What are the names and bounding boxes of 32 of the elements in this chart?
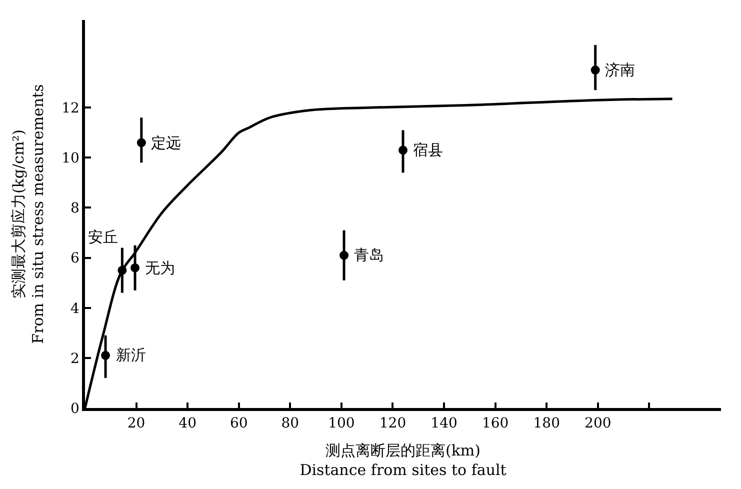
x-tick-label: 100	[328, 416, 355, 432]
y-tick-label: 8	[70, 200, 80, 217]
x-tick-label: 80	[281, 416, 300, 432]
x-tick-label: 60	[230, 416, 248, 432]
annotation: 定远	[151, 134, 181, 152]
annotation: 宿县	[413, 141, 443, 159]
y-tick-label: 2	[70, 350, 80, 367]
point	[101, 350, 110, 360]
annotation: 济南	[605, 61, 635, 79]
x-tick-label: 160	[482, 416, 509, 432]
x-tick-label: 20	[127, 416, 146, 432]
x-axis-title: 测点离断层的距离(km) Distance from sites to fault	[300, 442, 506, 480]
point	[398, 146, 408, 155]
point	[130, 263, 140, 272]
x-tick-label: 40	[178, 416, 196, 432]
point	[590, 66, 600, 75]
annotation: 无为	[145, 259, 175, 277]
y-axis-title: 实测最大剪应力(kg/cm²) From in situ stress measurements	[9, 84, 47, 344]
x-tick-label: 200	[584, 416, 612, 432]
x-tick-label: 120	[379, 416, 406, 432]
point	[136, 138, 146, 148]
annotation: 青岛	[354, 246, 384, 264]
y-tick-label: 12	[62, 100, 80, 117]
x-tick-label: 180	[533, 416, 560, 432]
annotation: 新沂	[116, 346, 146, 364]
y-tick-label: 4	[70, 300, 80, 317]
annotation: 安丘	[88, 228, 118, 246]
y-tick-label: 6	[70, 250, 80, 267]
y-tick-label: 10	[62, 150, 80, 167]
y-tick-label: 0	[70, 400, 80, 417]
x-tick-label: 140	[430, 416, 458, 432]
point	[340, 250, 349, 260]
